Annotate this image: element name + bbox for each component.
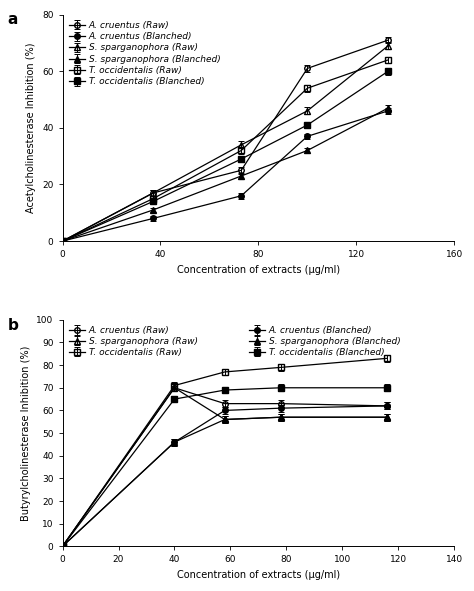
Y-axis label: Butyrylcholinesterase Inhibition (%): Butyrylcholinesterase Inhibition (%)	[21, 345, 31, 521]
Text: b: b	[8, 317, 18, 333]
Legend: A. cruentus (Raw), A. cruentus (Blanched), S. sparganophora (Raw), S. sparganoph: A. cruentus (Raw), A. cruentus (Blanched…	[67, 19, 222, 88]
X-axis label: Concentration of extracts (μg/ml): Concentration of extracts (μg/ml)	[177, 265, 340, 275]
Y-axis label: Acetylcholinesterase Inhibition (%): Acetylcholinesterase Inhibition (%)	[27, 43, 36, 213]
X-axis label: Concentration of extracts (μg/ml): Concentration of extracts (μg/ml)	[177, 570, 340, 580]
Text: a: a	[8, 12, 18, 27]
Legend: A. cruentus (Blanched), S. sparganophora (Blanched), T. occidentalis (Blanched): A. cruentus (Blanched), S. sparganophora…	[247, 324, 402, 359]
